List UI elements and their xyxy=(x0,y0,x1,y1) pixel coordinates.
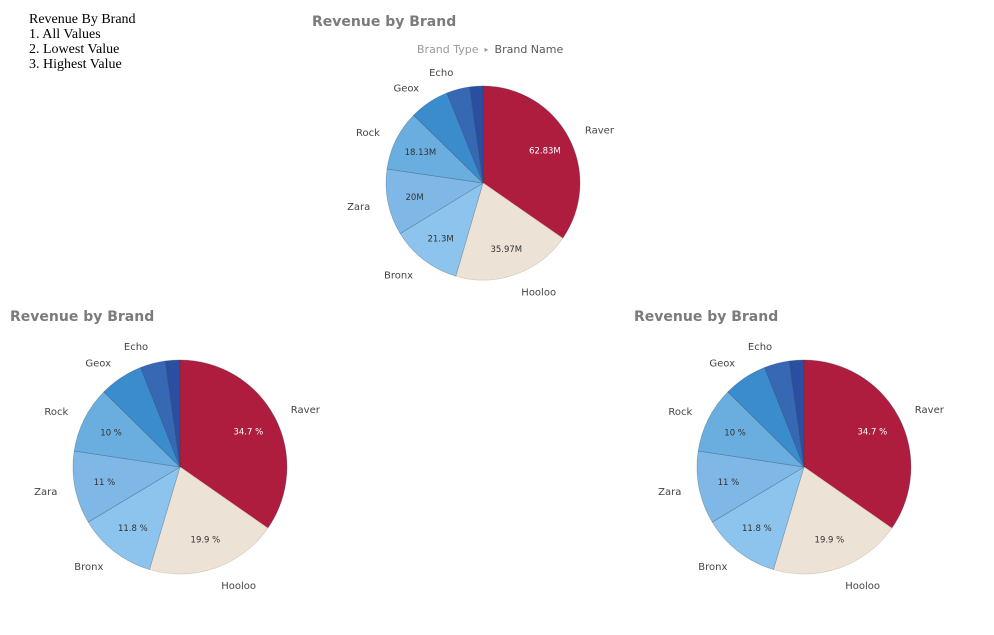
category-label-geox: Geox xyxy=(709,359,735,370)
pie-slice-rock[interactable] xyxy=(386,114,485,184)
chart-2-title: Revenue by Brand xyxy=(10,309,155,325)
category-label-geox: Geox xyxy=(85,359,111,370)
category-label-echo: Echo xyxy=(124,342,148,353)
pie-slice-zara[interactable] xyxy=(72,450,182,523)
category-label-hooloo: Hooloo xyxy=(221,581,256,592)
category-label-rock: Rock xyxy=(356,128,380,139)
category-label-bronx: Bronx xyxy=(698,562,727,573)
chart-1-title: Revenue by Brand xyxy=(312,14,457,30)
category-label-raver: Raver xyxy=(915,405,945,416)
pie-slice-echo[interactable] xyxy=(764,360,805,468)
category-label-hooloo: Hooloo xyxy=(521,287,556,298)
category-label-echo: Echo xyxy=(748,342,772,353)
pie-slice-zara[interactable] xyxy=(385,168,485,235)
data-label-rock: 10 % xyxy=(724,429,746,439)
pie-labels: 62.83M Raver 35.97M Hooloo 21.3M Bronx 20M Zara… xyxy=(347,68,615,298)
pie-labels: 34.7 % Raver 19.9 % Hooloo 11.8 % Bronx 11 % Za… xyxy=(34,342,321,592)
category-label-zara: Zara xyxy=(658,487,681,498)
pie-slice-bronx[interactable] xyxy=(399,182,484,277)
pie-slice-raver[interactable] xyxy=(179,359,288,529)
pie-slice-zara[interactable] xyxy=(696,450,806,523)
category-label-bronx: Bronx xyxy=(384,270,413,281)
data-label-hooloo: 35.97M xyxy=(490,245,522,255)
category-label-hooloo: Hooloo xyxy=(845,581,880,592)
category-label-bronx: Bronx xyxy=(74,562,103,573)
breadcrumb-chevron-icon: ▸ xyxy=(484,45,489,54)
note-title: Revenue By Brand xyxy=(29,12,136,27)
pie-slice-bronx[interactable] xyxy=(87,466,181,570)
category-label-rock: Rock xyxy=(44,407,68,418)
pie-slices xyxy=(72,359,288,575)
chart-3-title: Revenue by Brand xyxy=(634,309,779,325)
pie-slice-hooloo[interactable] xyxy=(773,466,893,575)
data-label-raver: 34.7 % xyxy=(233,427,263,437)
pie-labels: 34.7 % Raver 19.9 % Hooloo 11.8 % Bronx 11 % Za… xyxy=(658,342,945,592)
data-label-bronx: 11.8 % xyxy=(118,524,148,534)
pie-slices xyxy=(385,85,581,281)
pie-slice-raver[interactable] xyxy=(482,85,581,239)
drilldown-breadcrumb: Brand Type ▸ Brand Name xyxy=(417,43,563,56)
data-label-bronx: 11.8 % xyxy=(742,524,772,534)
pie-slices xyxy=(696,359,912,575)
category-label-geox: Geox xyxy=(393,83,419,94)
data-label-raver: 34.7 % xyxy=(857,427,887,437)
data-label-zara: 11 % xyxy=(718,478,740,488)
category-label-raver: Raver xyxy=(291,405,321,416)
data-label-hooloo: 19.9 % xyxy=(815,536,845,546)
pie-slice-raver[interactable] xyxy=(803,359,912,529)
data-label-hooloo: 19.9 % xyxy=(191,536,221,546)
note-item-all-values: 1. All Values xyxy=(29,27,101,42)
category-label-raver: Raver xyxy=(585,126,615,137)
pie-slice-echo[interactable] xyxy=(140,360,181,468)
pie-slice-hooloo[interactable] xyxy=(149,466,269,575)
data-label-bronx: 21.3M xyxy=(427,235,453,245)
pie-slice-geox[interactable] xyxy=(103,367,181,468)
pie-slice-geox[interactable] xyxy=(413,92,484,184)
data-label-rock: 18.13M xyxy=(405,148,437,158)
category-label-zara: Zara xyxy=(34,487,57,498)
instructions-note: Revenue By Brand 1. All Values 2. Lowest… xyxy=(29,12,136,72)
data-label-zara: 20M xyxy=(406,193,424,203)
pie-slice-unlabeled[interactable] xyxy=(469,85,484,184)
pie-slice-unlabeled[interactable] xyxy=(788,359,805,468)
pie-slice-geox[interactable] xyxy=(727,367,805,468)
pie-slice-unlabeled[interactable] xyxy=(164,359,181,468)
note-item-highest-value: 3. Highest Value xyxy=(29,57,122,72)
pie-slice-rock[interactable] xyxy=(73,391,182,468)
category-label-rock: Rock xyxy=(668,407,692,418)
pie-slice-rock[interactable] xyxy=(697,391,806,468)
note-item-lowest-value: 2. Lowest Value xyxy=(29,42,120,57)
data-label-raver: 62.83M xyxy=(529,147,561,157)
pie-slice-bronx[interactable] xyxy=(711,466,805,570)
breadcrumb-brand-type[interactable]: Brand Type xyxy=(417,43,479,56)
data-label-rock: 10 % xyxy=(100,429,122,439)
breadcrumb-brand-name: Brand Name xyxy=(494,43,564,56)
pie-slice-echo[interactable] xyxy=(446,86,484,184)
data-label-zara: 11 % xyxy=(94,478,116,488)
category-label-zara: Zara xyxy=(347,202,370,213)
category-label-echo: Echo xyxy=(429,68,453,79)
pie-slice-hooloo[interactable] xyxy=(455,182,564,281)
